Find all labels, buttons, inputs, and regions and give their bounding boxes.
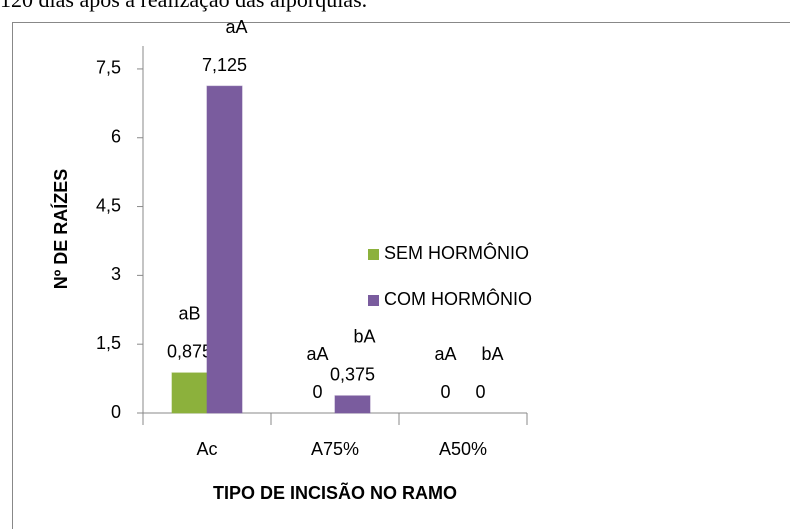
value-label: 0,875: [167, 342, 212, 362]
x-tick-label: A75%: [311, 439, 359, 459]
chart-frame: [12, 22, 790, 529]
x-axis-title: TIPO DE INCISÃO NO RAMO: [213, 482, 457, 503]
legend-swatch: [368, 249, 379, 260]
y-tick-label: 3: [111, 264, 121, 284]
caption: 120 dias após a realização das alporquia…: [0, 0, 367, 12]
x-tick-label: Ac: [196, 439, 217, 459]
legend-label: SEM HORMÔNIO: [384, 242, 529, 263]
value-label: 0: [312, 382, 322, 402]
y-axis-title: Nº DE RAÍZES: [50, 169, 71, 290]
value-label: 0: [475, 382, 485, 402]
value-label: 0,375: [330, 365, 375, 385]
significance-letter: bA: [353, 327, 375, 347]
significance-letter: aA: [434, 344, 456, 364]
y-tick-label: 4,5: [96, 195, 121, 215]
y-tick-label: 6: [111, 127, 121, 147]
bar: [334, 395, 371, 414]
legend-label: COM HORMÔNIO: [384, 288, 532, 309]
significance-letter: aB: [178, 304, 200, 324]
y-tick-label: 7,5: [96, 58, 121, 78]
y-tick-label: 1,5: [96, 333, 121, 353]
bar: [206, 85, 243, 414]
significance-letter: aA: [225, 17, 247, 37]
y-tick-label: 0: [111, 402, 121, 422]
x-tick-label: A50%: [439, 439, 487, 459]
bar: [171, 372, 208, 414]
significance-letter: bA: [481, 344, 503, 364]
value-label: 7,125: [202, 55, 247, 75]
significance-letter: aA: [306, 344, 328, 364]
value-label: 0: [440, 382, 450, 402]
legend-swatch: [368, 295, 379, 306]
